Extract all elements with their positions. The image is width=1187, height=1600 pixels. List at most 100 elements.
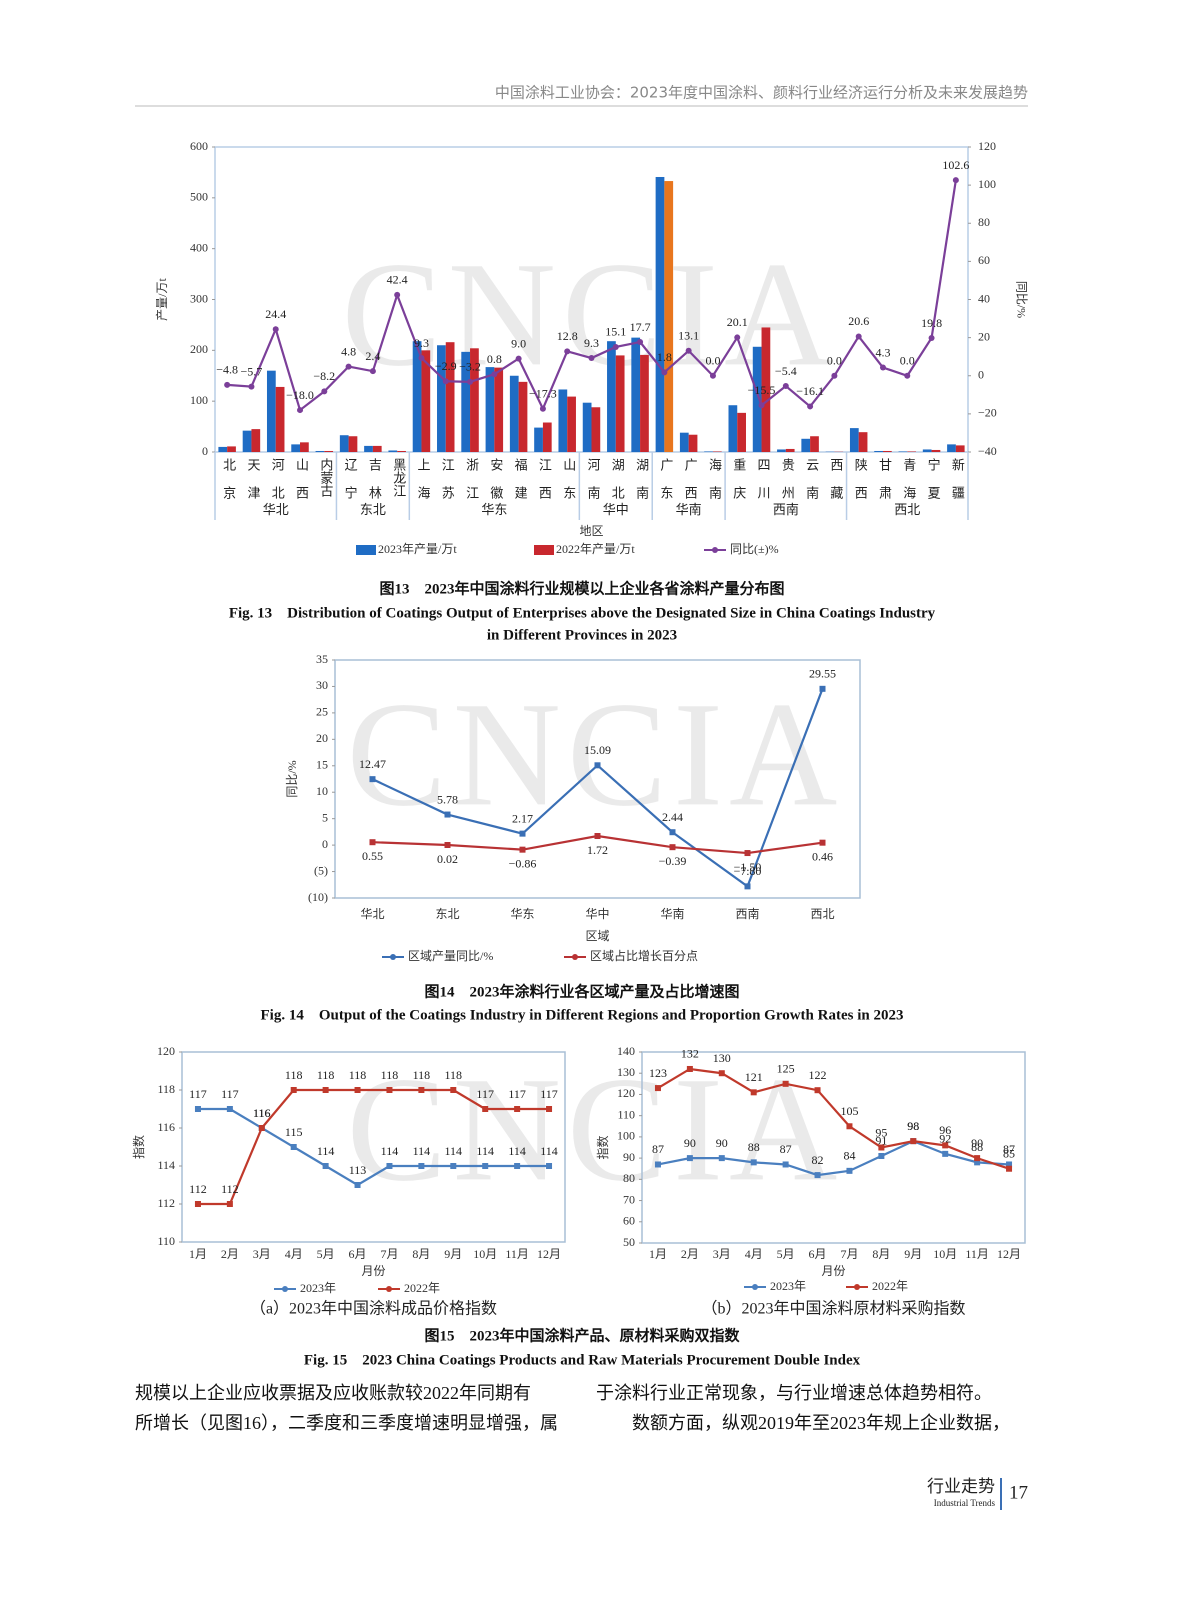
point — [878, 1144, 885, 1151]
x-tick-label: 江西 — [537, 458, 552, 514]
x-tick-label: 云南 — [804, 458, 819, 514]
tick-label: 25 — [316, 705, 328, 719]
x-tick-label: 10月 — [473, 1247, 497, 1261]
tick-label: 100 — [190, 393, 208, 407]
y-axis-label: 产量/万t — [155, 278, 169, 321]
body-text: 规模以上企业应收票据及应收账款较2022年同期有 — [135, 1383, 531, 1403]
bar — [397, 450, 406, 452]
x-tick-label: 河北 — [270, 458, 285, 514]
x-tick-label: 西北 — [810, 907, 834, 921]
tick-label: 5 — [322, 810, 328, 824]
legend-label: 2022年 — [872, 1279, 908, 1293]
bar — [509, 375, 519, 452]
point — [718, 1070, 725, 1077]
tick-label: 500 — [190, 190, 208, 204]
tick-label: 114 — [157, 1158, 175, 1172]
point — [194, 1106, 201, 1112]
tick-label: −40 — [978, 444, 997, 458]
footer-section-en: Industrial Trends — [934, 1498, 996, 1508]
legend-label: 2022年 — [404, 1281, 440, 1295]
bar — [266, 370, 276, 452]
bar — [679, 432, 689, 452]
data-label: 118 — [349, 1068, 367, 1082]
legend-label: 2022年产量/万t — [556, 542, 635, 556]
point — [814, 1172, 821, 1179]
bar — [567, 396, 576, 452]
point — [450, 1163, 457, 1169]
caption-cn: 图13 2023年中国涂料行业规模以上企业各省涂料产量分布图 — [379, 579, 784, 597]
bar — [518, 381, 528, 452]
x-tick-label: 8月 — [412, 1247, 430, 1261]
data-label: −17.3 — [529, 386, 557, 400]
bar — [558, 389, 568, 452]
group-label: 华北 — [263, 502, 289, 517]
data-label: 114 — [445, 1144, 463, 1158]
point — [661, 369, 668, 376]
legend-label: 2023年产量/万t — [378, 542, 457, 556]
point — [594, 833, 601, 840]
data-label: 105 — [840, 1104, 858, 1118]
bar — [640, 354, 649, 452]
tick-label: (10) — [308, 890, 328, 904]
data-label: 132 — [681, 1047, 699, 1061]
x-tick-label: 广西 — [683, 458, 698, 514]
data-label: 5.78 — [437, 792, 458, 806]
bar — [777, 449, 786, 452]
series-line — [197, 1088, 550, 1206]
data-label: −4.8 — [216, 363, 238, 377]
legend-label: 区域占比增长百分点 — [590, 948, 698, 963]
x-tick-label: 1月 — [649, 1247, 667, 1261]
point — [354, 1182, 361, 1188]
point — [669, 829, 676, 836]
point — [594, 762, 601, 769]
x-tick-label: 1月 — [189, 1247, 207, 1261]
data-label: 2.44 — [662, 810, 683, 824]
x-tick-label: 9月 — [444, 1247, 462, 1261]
data-label: 130 — [713, 1051, 731, 1065]
point — [879, 364, 886, 371]
data-label: 15.09 — [584, 743, 611, 757]
data-label: −18.0 — [286, 388, 314, 402]
x-tick-label: 华南 — [660, 906, 684, 921]
data-label: 90 — [716, 1136, 728, 1150]
data-label: 98 — [907, 1119, 919, 1133]
point — [782, 1080, 789, 1087]
x-tick-label: 华中 — [585, 906, 609, 921]
x-tick-label: 新疆 — [950, 457, 965, 514]
tick-label: 100 — [978, 177, 996, 191]
point — [686, 1065, 693, 1072]
data-label: −5.4 — [775, 364, 797, 378]
bar — [931, 449, 941, 452]
point — [734, 334, 741, 341]
data-label: 13.1 — [678, 329, 699, 343]
point — [345, 363, 352, 370]
bar — [348, 436, 358, 452]
watermark: CNCIA — [347, 671, 844, 837]
bar — [704, 451, 713, 452]
point — [1006, 1161, 1013, 1168]
x-tick-label: 华东 — [510, 907, 534, 921]
bar — [421, 350, 431, 452]
data-label: −7.80 — [734, 864, 762, 878]
x-tick-label: 西南 — [735, 906, 759, 921]
x-tick-label: 4月 — [745, 1247, 763, 1261]
point — [519, 830, 526, 837]
point — [491, 371, 498, 378]
group-label: 西南 — [773, 502, 799, 517]
caption-en: Fig. 14 Output of the Coatings Industry … — [261, 1007, 904, 1023]
legend-swatch — [356, 545, 376, 555]
bar — [761, 327, 771, 452]
bar — [582, 402, 592, 452]
legend-label: 区域产量同比/% — [408, 949, 493, 963]
data-label: 122 — [809, 1068, 827, 1082]
caption-cn: 图15 2023年中国涂料产品、原材料采购双指数 — [424, 1326, 740, 1344]
legend-swatch — [712, 547, 718, 553]
page-number: 17 — [1009, 1482, 1028, 1503]
bar — [955, 445, 965, 452]
x-tick-label: 11月 — [505, 1247, 529, 1261]
point — [942, 1150, 949, 1157]
point — [258, 1125, 265, 1131]
x-tick-label: 吉林 — [367, 458, 382, 514]
group-label: 西北 — [894, 502, 920, 517]
data-label: 88 — [971, 1140, 983, 1154]
